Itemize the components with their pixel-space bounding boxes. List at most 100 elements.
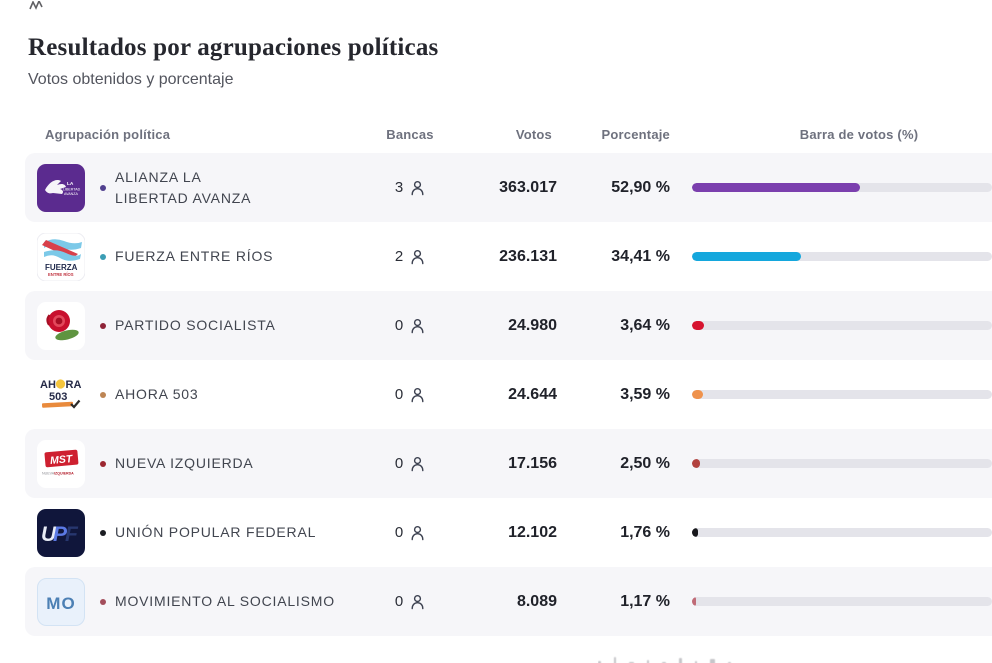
vote-bar-track	[692, 597, 992, 606]
vote-bar-track	[692, 183, 992, 192]
table-header-row: Agrupación política Bancas Votos Porcent…	[0, 115, 992, 153]
party-color-dot	[100, 184, 106, 191]
svg-text:LA: LA	[67, 181, 74, 187]
seats-count: 0	[394, 593, 404, 610]
vote-bar-fill	[692, 252, 802, 261]
party-name: NUEVA IZQUIERDA	[115, 455, 254, 471]
bar-cell	[680, 252, 992, 261]
party-cell: PARTIDO SOCIALISTA	[28, 301, 360, 350]
party-logo	[37, 301, 85, 350]
percentage-value: 1,17 %	[620, 592, 670, 610]
column-header-percentage: Porcentaje	[601, 126, 670, 142]
party-logo: MST NUEVA IZQUIERDA	[37, 439, 85, 488]
vote-bar-track	[692, 321, 992, 330]
vote-bar-fill	[692, 390, 704, 399]
vote-bar-fill	[692, 321, 704, 330]
bar-cell	[680, 321, 992, 330]
seats-cell: 0	[360, 455, 460, 472]
svg-text:AH: AH	[40, 379, 56, 391]
svg-text:NUEVA: NUEVA	[42, 471, 55, 475]
party-cell: FUERZA ENTRE RÍOS FUERZA ENTRE RÍOS	[28, 232, 360, 281]
person-icon	[411, 318, 424, 333]
page-corner-artifact	[29, 1, 43, 10]
column-header-seats: Bancas	[386, 126, 434, 142]
svg-text:ENTRE RÍOS: ENTRE RÍOS	[48, 272, 74, 277]
bar-cell	[680, 459, 992, 468]
votes-value: 24.980	[508, 316, 557, 334]
svg-text:P: P	[53, 523, 68, 546]
party-cell: U P F UNIÓN POPULAR FEDERAL	[28, 508, 360, 557]
party-name: ALIANZA LA LIBERTAD AVANZA	[115, 168, 252, 206]
vote-bar-track	[692, 390, 992, 399]
percentage-value: 3,64 %	[620, 316, 670, 334]
table-row[interactable]: LA LIBERTAD AVANZA ALIANZA LA LIBERTAD A…	[25, 153, 992, 222]
votes-value: 12.102	[508, 523, 557, 541]
party-logo: LA LIBERTAD AVANZA	[37, 163, 85, 212]
svg-text:MST: MST	[50, 452, 75, 466]
seats-cell: 0	[360, 593, 460, 610]
vote-bar-track	[692, 459, 992, 468]
table-row[interactable]: PARTIDO SOCIALISTA 0 24.980 3,64 %	[25, 291, 992, 360]
cutoff-text-fragment	[598, 651, 798, 663]
seats-count: 0	[394, 524, 404, 541]
party-cell: AH RA 503 AHORA 503	[28, 370, 360, 419]
percentage-value: 34,41 %	[611, 247, 670, 265]
bar-cell	[680, 528, 992, 537]
seats-count: 2	[394, 248, 404, 265]
party-logo: FUERZA ENTRE RÍOS	[37, 232, 85, 281]
vote-bar-fill	[692, 528, 698, 537]
votes-value: 236.131	[499, 247, 557, 265]
svg-text:IZQUIERDA: IZQUIERDA	[54, 471, 74, 475]
votes-value: 24.644	[508, 385, 557, 403]
bar-cell	[680, 390, 992, 399]
party-cell: LA LIBERTAD AVANZA ALIANZA LA LIBERTAD A…	[28, 163, 360, 212]
seats-count: 0	[394, 455, 404, 472]
person-icon	[411, 525, 424, 540]
seats-cell: 0	[360, 524, 460, 541]
column-header-party: Agrupación política	[45, 126, 171, 142]
column-header-votes-bar: Barra de votos (%)	[799, 126, 919, 142]
table-row[interactable]: AH RA 503 AHORA 503 0 24.644 3,59 %	[25, 360, 992, 429]
party-cell: MO MOVIMIENTO AL SOCIALISMO	[28, 577, 360, 626]
person-icon	[411, 594, 424, 609]
party-logo: MO	[37, 577, 85, 626]
party-color-dot	[100, 460, 106, 467]
percentage-value: 52,90 %	[611, 178, 670, 196]
table-row[interactable]: U P F UNIÓN POPULAR FEDERAL 0 12.102 1,7…	[25, 498, 992, 567]
percentage-value: 1,76 %	[620, 523, 670, 541]
party-cell: MST NUEVA IZQUIERDA NUEVA IZQUIERDA	[28, 439, 360, 488]
svg-text:AVANZA: AVANZA	[64, 191, 78, 195]
vote-bar-track	[692, 528, 992, 537]
votes-value: 17.156	[508, 454, 557, 472]
person-icon	[411, 456, 424, 471]
svg-text:RA: RA	[66, 379, 82, 391]
person-icon	[411, 249, 424, 264]
party-name: AHORA 503	[115, 386, 199, 402]
table-row[interactable]: MST NUEVA IZQUIERDA NUEVA IZQUIERDA 0 17…	[25, 429, 992, 498]
svg-text:MO: MO	[46, 594, 75, 613]
percentage-value: 3,59 %	[620, 385, 670, 403]
party-logo: U P F	[37, 508, 85, 557]
seats-count: 0	[394, 386, 404, 403]
percentage-value: 2,50 %	[620, 454, 670, 472]
bar-cell	[680, 597, 992, 606]
vote-bar-fill	[692, 459, 700, 468]
vote-bar-track	[692, 252, 992, 261]
page-subtitle: Votos obtenidos y porcentaje	[28, 71, 234, 88]
party-name: PARTIDO SOCIALISTA	[115, 317, 276, 333]
party-logo: AH RA 503	[37, 370, 85, 419]
votes-value: 363.017	[499, 178, 557, 196]
seats-cell: 0	[360, 317, 460, 334]
party-name: FUERZA ENTRE RÍOS	[115, 248, 274, 264]
party-color-dot	[100, 598, 106, 605]
vote-bar-fill	[692, 183, 861, 192]
column-header-votes: Votos	[515, 126, 552, 142]
table-row[interactable]: FUERZA ENTRE RÍOS FUERZA ENTRE RÍOS 2 23…	[25, 222, 992, 291]
svg-text:U: U	[41, 523, 57, 546]
party-color-dot	[100, 529, 106, 536]
party-color-dot	[100, 322, 106, 329]
table-row[interactable]: MO MOVIMIENTO AL SOCIALISMO 0 8.089 1,17…	[25, 567, 992, 636]
votes-value: 8.089	[516, 592, 557, 610]
table-body: LA LIBERTAD AVANZA ALIANZA LA LIBERTAD A…	[0, 153, 992, 636]
